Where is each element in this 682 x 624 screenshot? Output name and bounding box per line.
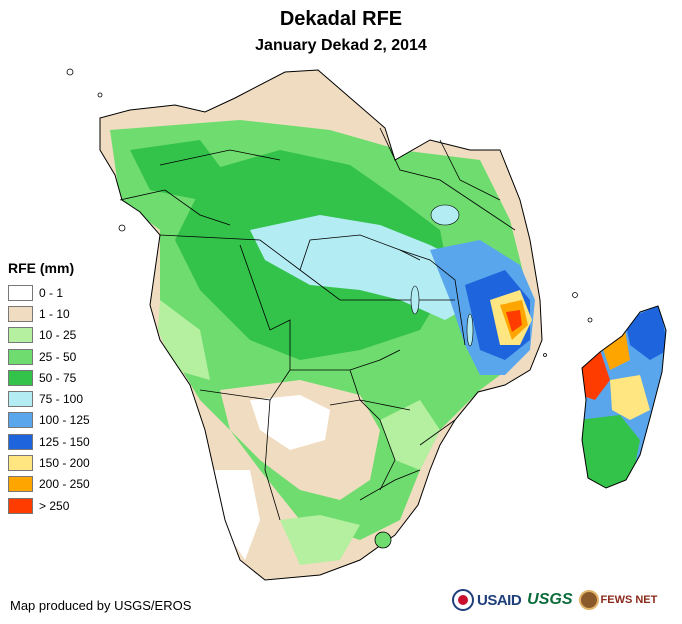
usaid-seal-icon: [452, 589, 474, 611]
legend-item: 50 - 75: [8, 367, 90, 388]
country-borders: [119, 127, 516, 521]
legend-swatch: [8, 327, 33, 344]
lake-tanganyika: [410, 285, 420, 315]
legend-item: 100 - 125: [8, 410, 90, 431]
legend-swatch: [8, 391, 33, 408]
legend-swatch: [8, 369, 33, 386]
legend-label: 200 - 250: [39, 477, 90, 492]
legend-label: 25 - 50: [39, 349, 77, 364]
legend-swatch: [8, 433, 33, 450]
legend-label: 50 - 75: [39, 370, 77, 385]
legend-item: 0 - 1: [8, 282, 90, 303]
legend: RFE (mm) 0 - 1 1 - 10 10 - 25 25 - 50 50 - 7…: [8, 260, 90, 516]
coastline: [99, 69, 543, 581]
legend-swatch: [8, 497, 33, 514]
usaid-logo: USAID: [452, 589, 522, 611]
legend-label: 0 - 1: [39, 285, 64, 300]
madagascar-outline: [581, 305, 667, 489]
map-subtitle: January Dekad 2, 2014: [255, 37, 427, 54]
legend-swatch: [8, 476, 33, 493]
lake-malawi: [466, 313, 474, 347]
legend-item: 200 - 250: [8, 474, 90, 495]
legend-item: 150 - 200: [8, 452, 90, 473]
legend-swatch: [8, 284, 33, 301]
legend-title: RFE (mm): [8, 260, 75, 276]
legend-label: 75 - 100: [39, 392, 84, 407]
legend-item: 125 - 150: [8, 431, 90, 452]
lesotho: [374, 531, 392, 549]
legend-item: 75 - 100: [8, 388, 90, 409]
legend-rows: 0 - 1 1 - 10 10 - 25 25 - 50 50 - 75 75 - 100…: [8, 282, 90, 516]
fews-net-logo: FEWS NET: [578, 590, 658, 610]
usaid-logo-text: USAID: [477, 591, 522, 609]
legend-item: 10 - 25: [8, 325, 90, 346]
legend-item: 25 - 50: [8, 346, 90, 367]
legend-item: 1 - 10: [8, 303, 90, 324]
legend-item: > 250: [8, 495, 90, 516]
legend-label: 1 - 10: [39, 306, 70, 321]
legend-label: 10 - 25: [39, 328, 77, 343]
legend-swatch: [8, 348, 33, 365]
usgs-logo: USGS: [527, 591, 573, 608]
lake-victoria: [430, 204, 460, 226]
islands: [66, 68, 593, 357]
legend-swatch: [8, 305, 33, 322]
legend-label: > 250: [39, 498, 70, 513]
fews-globe-icon: [578, 590, 599, 610]
fews-net-logo-text: FEWS NET: [600, 594, 658, 606]
legend-swatch: [8, 412, 33, 429]
logos: USAID USGS FEWS NET: [452, 584, 678, 616]
legend-swatch: [8, 455, 33, 472]
map-title: Dekadal RFE: [279, 8, 403, 30]
legend-label: 125 - 150: [39, 434, 90, 449]
legend-label: 100 - 125: [39, 413, 90, 428]
credit-text: Map produced by USGS/EROS: [10, 598, 192, 613]
legend-label: 150 - 200: [39, 456, 90, 471]
